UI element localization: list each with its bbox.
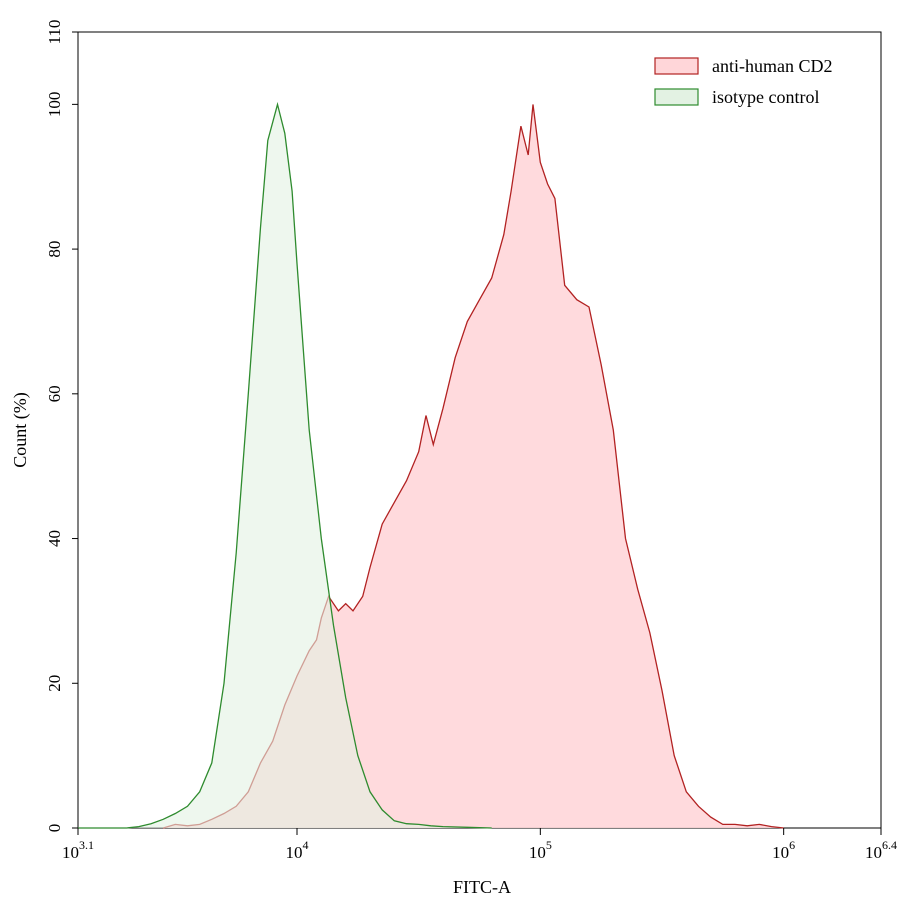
y-tick-label: 80 bbox=[45, 241, 64, 258]
legend: anti-human CD2 isotype control bbox=[654, 56, 832, 107]
y-axis: 0 20 40 60 80 100 110 bbox=[45, 20, 78, 833]
y-tick-label: 100 bbox=[45, 92, 64, 118]
y-axis-title: Count (%) bbox=[10, 392, 31, 468]
x-tick-label: 104 bbox=[286, 838, 309, 862]
series-area-1 bbox=[78, 104, 492, 828]
y-tick-label: 20 bbox=[45, 675, 64, 692]
x-axis: 103.1 104 105 106 106.4 bbox=[62, 828, 897, 862]
x-tick-label: 106 bbox=[772, 838, 795, 862]
x-tick-label: 103.1 bbox=[62, 838, 94, 862]
y-tick-label: 40 bbox=[45, 530, 64, 547]
series-line-1 bbox=[78, 101, 492, 829]
x-tick-label: 106.4 bbox=[865, 838, 897, 862]
x-axis-title: FITC-A bbox=[453, 877, 511, 897]
y-tick-label: 110 bbox=[45, 20, 64, 45]
y-tick-label: 60 bbox=[45, 385, 64, 402]
series-layer bbox=[78, 101, 784, 829]
y-tick-label: 0 bbox=[45, 824, 64, 833]
legend-label: anti-human CD2 bbox=[712, 56, 832, 76]
legend-swatch bbox=[654, 57, 699, 75]
legend-swatch bbox=[654, 88, 699, 106]
legend-label: isotype control bbox=[712, 87, 819, 107]
x-tick-label: 105 bbox=[529, 838, 552, 862]
